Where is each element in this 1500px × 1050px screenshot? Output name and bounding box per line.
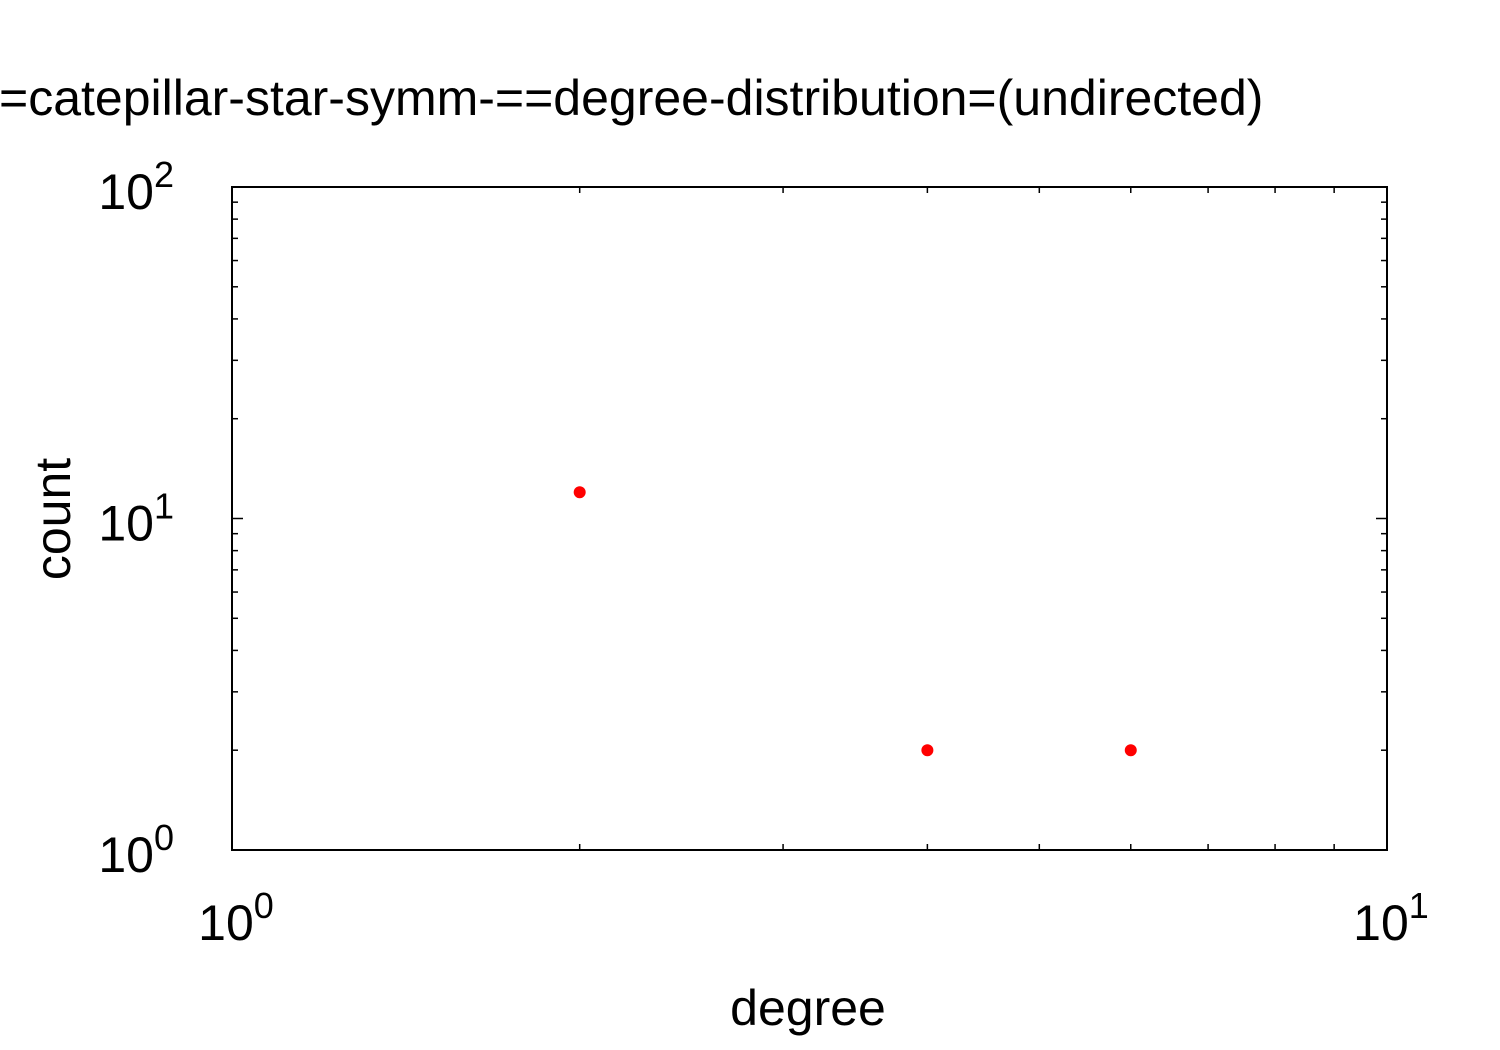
tick-label: 100 — [98, 817, 174, 883]
tick-label: 101 — [1353, 885, 1429, 951]
data-point — [1124, 744, 1137, 757]
plot-frame — [231, 186, 1388, 851]
tick-label: 101 — [98, 486, 174, 552]
tick-labels: 100 101 100 101 102 — [98, 154, 1428, 951]
data-point — [573, 486, 586, 499]
tick-label: 100 — [198, 885, 274, 951]
y-axis-label: count — [25, 458, 81, 580]
tick-label: 102 — [98, 154, 174, 220]
chart-title: =catepillar-star-symm-==degree-distribut… — [0, 70, 1263, 126]
axis-ticks — [231, 186, 1388, 851]
x-axis-label: degree — [730, 980, 886, 1036]
data-point — [921, 744, 934, 757]
data-points — [573, 486, 1137, 757]
